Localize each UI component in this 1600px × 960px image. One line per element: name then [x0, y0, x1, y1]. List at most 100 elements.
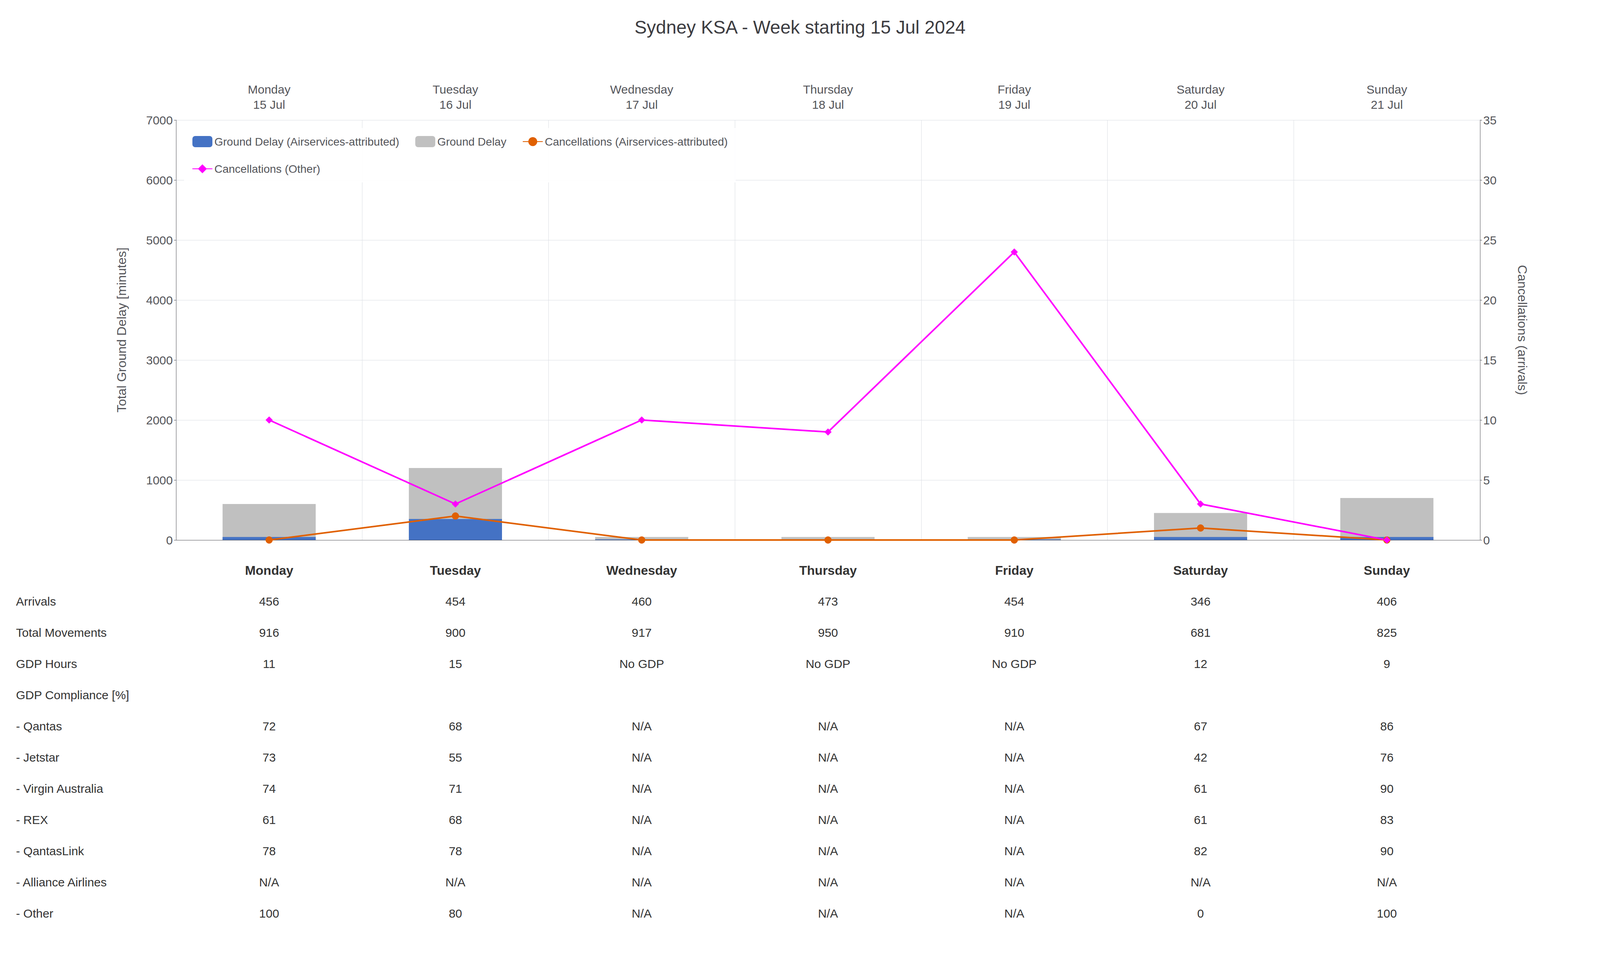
- svg-text:N/A: N/A: [818, 782, 838, 796]
- svg-text:86: 86: [1380, 719, 1394, 733]
- svg-text:No GDP: No GDP: [619, 657, 664, 671]
- svg-text:9: 9: [1383, 657, 1391, 671]
- svg-text:950: 950: [818, 626, 838, 640]
- svg-text:5: 5: [1483, 473, 1490, 487]
- svg-text:72: 72: [262, 719, 276, 733]
- svg-text:N/A: N/A: [631, 782, 652, 796]
- svg-text:30: 30: [1483, 173, 1497, 187]
- svg-text:Friday: Friday: [995, 563, 1034, 578]
- svg-text:12: 12: [1194, 657, 1208, 671]
- svg-text:76: 76: [1380, 750, 1394, 764]
- svg-text:67: 67: [1194, 719, 1208, 733]
- svg-text:83: 83: [1380, 813, 1394, 827]
- svg-text:460: 460: [631, 594, 652, 608]
- svg-text:- Jetstar: - Jetstar: [16, 750, 60, 764]
- svg-text:61: 61: [1194, 813, 1208, 827]
- svg-text:Monday: Monday: [244, 563, 294, 578]
- svg-text:20: 20: [1483, 293, 1497, 307]
- svg-text:Thursday: Thursday: [802, 82, 853, 96]
- svg-text:N/A: N/A: [259, 875, 280, 889]
- svg-text:20 Jul: 20 Jul: [1184, 98, 1217, 112]
- svg-text:N/A: N/A: [818, 875, 838, 889]
- svg-text:900: 900: [445, 626, 466, 640]
- svg-text:N/A: N/A: [445, 875, 466, 889]
- svg-text:16 Jul: 16 Jul: [439, 98, 472, 112]
- svg-text:N/A: N/A: [631, 844, 652, 858]
- svg-text:Wednesday: Wednesday: [606, 563, 678, 578]
- svg-text:454: 454: [445, 594, 466, 608]
- svg-text:N/A: N/A: [818, 750, 838, 764]
- svg-text:N/A: N/A: [818, 906, 838, 920]
- svg-text:- QantasLink: - QantasLink: [16, 844, 85, 858]
- svg-text:917: 917: [631, 626, 652, 640]
- svg-text:55: 55: [448, 750, 462, 764]
- svg-text:681: 681: [1190, 626, 1211, 640]
- svg-text:Total Ground Delay [minutes]: Total Ground Delay [minutes]: [114, 247, 129, 413]
- svg-text:Total Movements: Total Movements: [16, 626, 107, 640]
- svg-text:5000: 5000: [146, 233, 173, 247]
- svg-text:Wednesday: Wednesday: [610, 82, 674, 96]
- svg-text:No GDP: No GDP: [805, 657, 851, 671]
- svg-text:6000: 6000: [146, 173, 173, 187]
- svg-text:68: 68: [448, 813, 462, 827]
- svg-text:N/A: N/A: [818, 813, 838, 827]
- svg-text:N/A: N/A: [631, 719, 652, 733]
- svg-text:78: 78: [262, 844, 276, 858]
- svg-text:473: 473: [818, 594, 838, 608]
- svg-text:15: 15: [1483, 353, 1497, 367]
- svg-text:Sydney KSA - Week starting 15: Sydney KSA - Week starting 15 Jul 2024: [634, 16, 966, 38]
- svg-text:- Virgin Australia: - Virgin Australia: [16, 782, 104, 796]
- svg-text:- Other: - Other: [16, 906, 54, 920]
- svg-text:Saturday: Saturday: [1176, 82, 1225, 96]
- svg-text:346: 346: [1190, 594, 1211, 608]
- svg-text:GDP Compliance [%]: GDP Compliance [%]: [16, 688, 130, 702]
- svg-text:N/A: N/A: [1004, 844, 1025, 858]
- svg-text:N/A: N/A: [1376, 875, 1397, 889]
- svg-text:N/A: N/A: [1190, 875, 1211, 889]
- svg-text:15: 15: [448, 657, 462, 671]
- svg-text:Tuesday: Tuesday: [432, 82, 479, 96]
- svg-text:GDP Hours: GDP Hours: [16, 657, 78, 671]
- svg-text:N/A: N/A: [631, 875, 652, 889]
- svg-text:100: 100: [259, 906, 280, 920]
- svg-text:2000: 2000: [146, 413, 173, 427]
- svg-text:0: 0: [166, 533, 173, 547]
- svg-text:73: 73: [262, 750, 276, 764]
- svg-text:406: 406: [1376, 594, 1397, 608]
- svg-text:N/A: N/A: [1004, 782, 1025, 796]
- svg-text:100: 100: [1376, 906, 1397, 920]
- svg-text:454: 454: [1004, 594, 1025, 608]
- svg-text:Friday: Friday: [997, 82, 1031, 96]
- svg-text:80: 80: [448, 906, 462, 920]
- svg-text:N/A: N/A: [1004, 813, 1025, 827]
- svg-text:17 Jul: 17 Jul: [625, 98, 658, 112]
- svg-text:68: 68: [448, 719, 462, 733]
- svg-text:No GDP: No GDP: [992, 657, 1037, 671]
- svg-text:N/A: N/A: [631, 906, 652, 920]
- svg-text:15 Jul: 15 Jul: [253, 98, 286, 112]
- svg-text:N/A: N/A: [1004, 750, 1025, 764]
- svg-text:Saturday: Saturday: [1173, 563, 1228, 578]
- svg-text:Sunday: Sunday: [1363, 563, 1410, 578]
- svg-text:7000: 7000: [146, 113, 173, 127]
- svg-text:0: 0: [1197, 906, 1204, 920]
- svg-text:- REX: - REX: [16, 813, 48, 827]
- svg-text:Ground Delay: Ground Delay: [437, 135, 507, 148]
- svg-text:0: 0: [1483, 533, 1490, 547]
- svg-text:1000: 1000: [146, 473, 173, 487]
- svg-text:- Qantas: - Qantas: [16, 719, 62, 733]
- svg-text:Monday: Monday: [247, 82, 291, 96]
- svg-text:25: 25: [1483, 233, 1497, 247]
- svg-text:Cancellations (Airservices-att: Cancellations (Airservices-attributed): [544, 135, 728, 148]
- svg-text:N/A: N/A: [818, 719, 838, 733]
- svg-text:N/A: N/A: [1004, 719, 1025, 733]
- svg-text:916: 916: [259, 626, 280, 640]
- svg-text:35: 35: [1483, 113, 1497, 127]
- svg-text:N/A: N/A: [1004, 906, 1025, 920]
- svg-text:Thursday: Thursday: [799, 563, 857, 578]
- svg-text:N/A: N/A: [818, 844, 838, 858]
- svg-text:Tuesday: Tuesday: [430, 563, 482, 578]
- svg-text:825: 825: [1376, 626, 1397, 640]
- svg-text:42: 42: [1194, 750, 1208, 764]
- svg-text:11: 11: [262, 657, 276, 671]
